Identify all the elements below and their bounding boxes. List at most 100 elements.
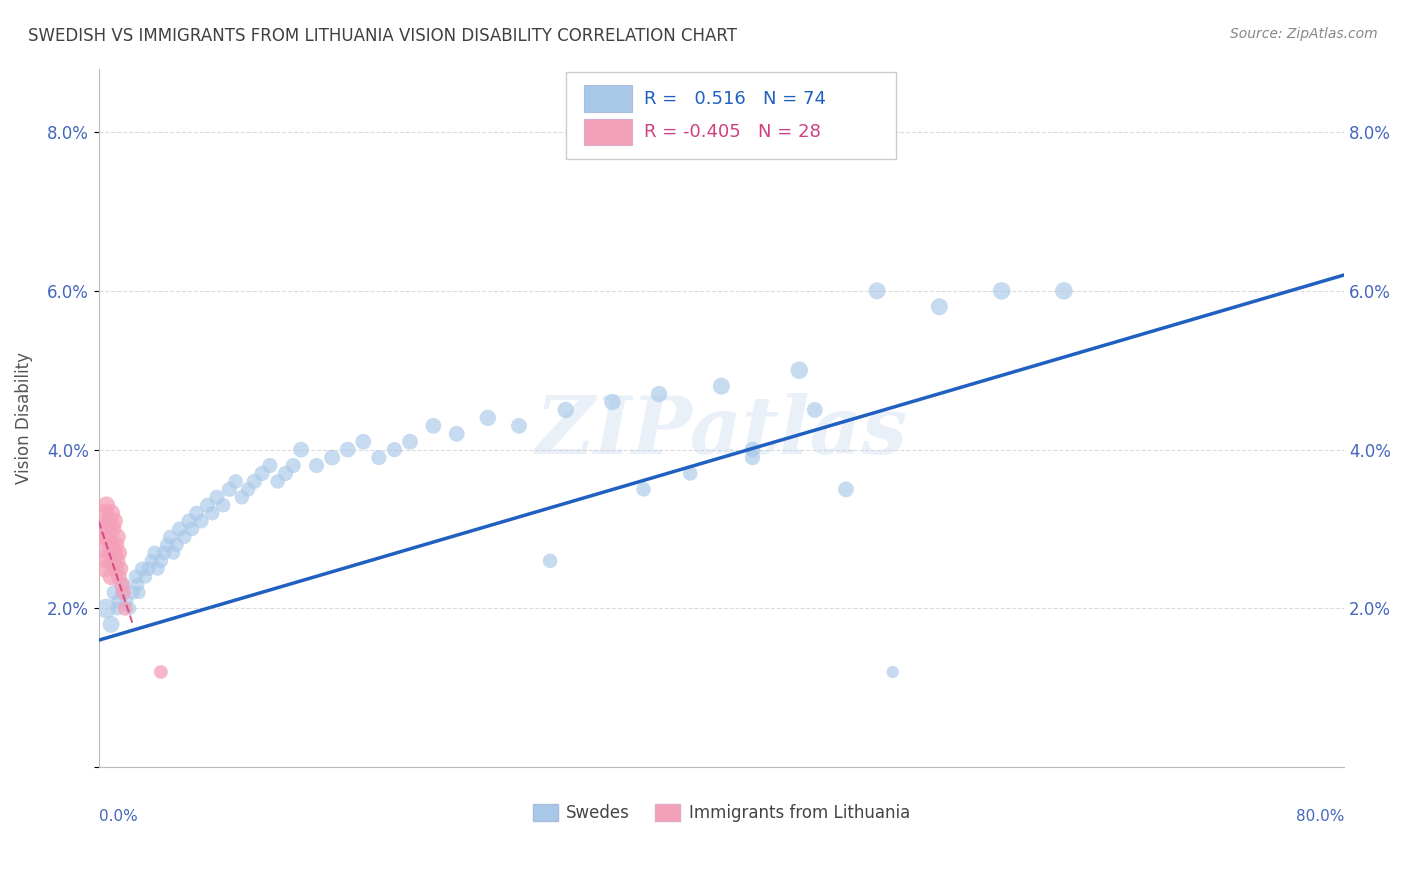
Point xyxy=(108,546,131,560)
Point xyxy=(162,546,184,560)
Point xyxy=(173,530,195,544)
Point xyxy=(266,475,288,489)
Text: ZIPatlas: ZIPatlas xyxy=(536,393,907,471)
Point xyxy=(201,506,224,520)
Point xyxy=(100,506,122,520)
Point xyxy=(648,387,671,401)
FancyBboxPatch shape xyxy=(565,72,896,160)
Point xyxy=(97,554,120,568)
Text: R = -0.405   N = 28: R = -0.405 N = 28 xyxy=(644,123,821,141)
Point xyxy=(250,467,273,481)
Point xyxy=(143,546,166,560)
Point xyxy=(96,498,118,512)
Point xyxy=(141,554,163,568)
Point xyxy=(98,514,121,528)
Point xyxy=(274,467,297,481)
Point xyxy=(103,514,125,528)
Point xyxy=(835,483,858,497)
Point xyxy=(121,585,143,599)
Point xyxy=(94,562,117,576)
Point xyxy=(100,617,122,632)
Point xyxy=(138,562,160,576)
Point xyxy=(212,498,235,512)
Point xyxy=(103,585,125,599)
Y-axis label: Vision Disability: Vision Disability xyxy=(15,352,32,483)
Point xyxy=(283,458,305,473)
Legend: Swedes, Immigrants from Lithuania: Swedes, Immigrants from Lithuania xyxy=(533,804,910,822)
Point xyxy=(422,418,444,433)
Point xyxy=(149,554,172,568)
Point xyxy=(218,483,240,497)
Point xyxy=(94,506,117,520)
Point xyxy=(205,491,228,505)
Point xyxy=(101,554,124,568)
Point xyxy=(149,665,172,679)
Point xyxy=(159,530,181,544)
Point xyxy=(96,601,118,615)
Text: Source: ZipAtlas.com: Source: ZipAtlas.com xyxy=(1230,27,1378,41)
Point xyxy=(97,522,120,536)
Point xyxy=(190,514,212,528)
Point xyxy=(236,483,259,497)
Point xyxy=(197,498,219,512)
FancyBboxPatch shape xyxy=(585,119,631,145)
Point xyxy=(156,538,179,552)
Point xyxy=(134,570,156,584)
Point xyxy=(352,434,374,449)
Point xyxy=(446,426,468,441)
Point xyxy=(177,514,200,528)
Point xyxy=(105,601,128,615)
Point xyxy=(231,491,253,505)
Point xyxy=(101,522,124,536)
Point xyxy=(882,665,904,679)
Point xyxy=(103,546,125,560)
Point xyxy=(477,410,499,425)
Point xyxy=(181,522,204,536)
Point xyxy=(105,554,128,568)
Point xyxy=(866,284,889,298)
Point xyxy=(111,585,134,599)
Point xyxy=(928,300,950,314)
Point xyxy=(787,363,810,377)
Point xyxy=(186,506,208,520)
Point xyxy=(125,570,148,584)
Point xyxy=(91,522,114,536)
Point xyxy=(710,379,733,393)
Point xyxy=(146,562,169,576)
Point xyxy=(804,403,827,417)
Point xyxy=(153,546,176,560)
Point xyxy=(114,601,136,615)
Point xyxy=(1053,284,1076,298)
Point xyxy=(115,593,138,607)
Point xyxy=(90,538,112,552)
Point xyxy=(741,442,763,457)
Text: SWEDISH VS IMMIGRANTS FROM LITHUANIA VISION DISABILITY CORRELATION CHART: SWEDISH VS IMMIGRANTS FROM LITHUANIA VIS… xyxy=(28,27,737,45)
FancyBboxPatch shape xyxy=(585,86,631,112)
Text: R =   0.516   N = 74: R = 0.516 N = 74 xyxy=(644,89,827,108)
Point xyxy=(110,562,132,576)
Point xyxy=(112,577,135,591)
Point xyxy=(321,450,343,465)
Point xyxy=(100,570,122,584)
Point xyxy=(290,442,312,457)
Point xyxy=(118,601,141,615)
Point xyxy=(508,418,530,433)
Point xyxy=(990,284,1012,298)
Point xyxy=(100,538,122,552)
Point xyxy=(741,450,763,465)
Point xyxy=(98,546,121,560)
Point xyxy=(243,475,266,489)
Point xyxy=(554,403,576,417)
Point xyxy=(367,450,389,465)
Text: 0.0%: 0.0% xyxy=(98,809,138,824)
Point xyxy=(166,538,188,552)
Point xyxy=(112,585,135,599)
Point xyxy=(384,442,406,457)
Point xyxy=(225,475,247,489)
Point xyxy=(633,483,655,497)
Point xyxy=(305,458,328,473)
Point xyxy=(336,442,359,457)
Point xyxy=(104,562,127,576)
Point xyxy=(105,530,128,544)
Point xyxy=(131,562,153,576)
